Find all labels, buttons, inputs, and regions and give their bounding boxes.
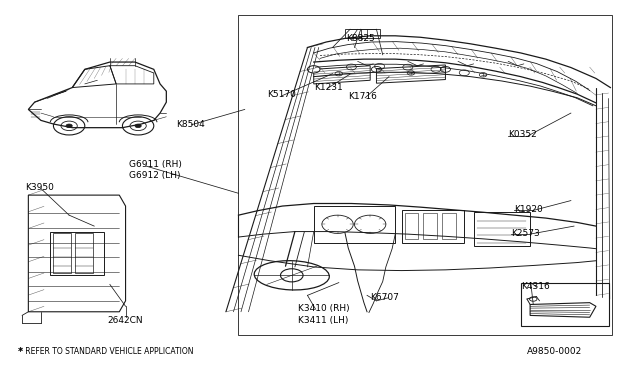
Text: K4316: K4316 <box>521 282 550 291</box>
Bar <box>51 231 104 275</box>
Circle shape <box>135 124 141 128</box>
Text: K1231: K1231 <box>314 83 342 92</box>
Bar <box>424 214 437 239</box>
Bar <box>76 233 93 273</box>
Bar <box>474 212 530 246</box>
Bar <box>404 214 419 239</box>
Bar <box>401 210 464 243</box>
Text: K2573: K2573 <box>511 229 540 238</box>
Text: G6912 (LH): G6912 (LH) <box>129 171 180 180</box>
Bar <box>521 283 609 326</box>
Text: 2642CN: 2642CN <box>108 317 143 326</box>
Text: K3410 (RH): K3410 (RH) <box>298 304 349 312</box>
Bar <box>314 206 396 243</box>
Text: K3411 (LH): K3411 (LH) <box>298 317 348 326</box>
Text: K5170: K5170 <box>267 90 296 99</box>
Text: K1920: K1920 <box>515 205 543 214</box>
Circle shape <box>307 66 320 73</box>
Text: * REFER TO STANDARD VEHICLE APPLICATION: * REFER TO STANDARD VEHICLE APPLICATION <box>19 347 193 356</box>
Text: K8504: K8504 <box>176 119 205 128</box>
Text: A9850-0002: A9850-0002 <box>527 347 582 356</box>
Bar <box>54 233 71 273</box>
Text: G6911 (RH): G6911 (RH) <box>129 160 182 169</box>
Bar <box>442 214 456 239</box>
Text: K1716: K1716 <box>348 92 377 101</box>
Bar <box>345 29 380 38</box>
Text: *: * <box>18 347 22 357</box>
Text: K8825: K8825 <box>346 34 375 43</box>
Bar <box>239 15 612 336</box>
Text: K0352: K0352 <box>508 131 537 140</box>
Text: K6707: K6707 <box>370 293 399 302</box>
Circle shape <box>66 124 72 128</box>
Text: K3950: K3950 <box>25 183 54 192</box>
